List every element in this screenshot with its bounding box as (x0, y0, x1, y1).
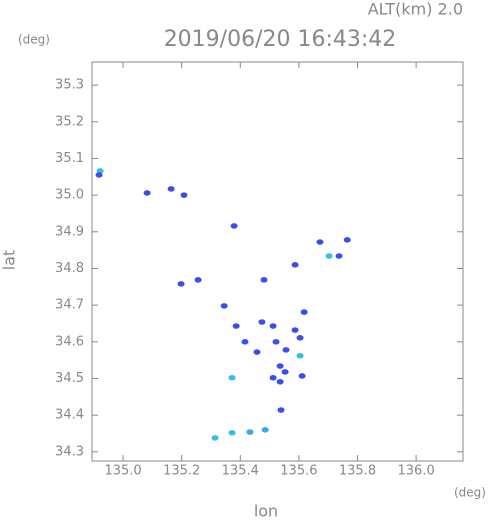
echo-cell (180, 192, 188, 198)
echo-cell (258, 319, 266, 325)
y-tick-label: 35.0 (55, 188, 84, 203)
echo-cell (276, 378, 284, 385)
echo-cell (272, 339, 280, 345)
echo-cell (296, 352, 304, 359)
y-tick-label: 34.9 (55, 224, 84, 239)
echo-cell (276, 363, 284, 369)
y-tick-label: 34.6 (55, 334, 84, 349)
plot-frame (91, 61, 464, 462)
echo-cell (211, 435, 219, 441)
echo-cell (282, 347, 290, 353)
echo-cell (269, 323, 277, 329)
y-tick-label: 35.2 (55, 114, 84, 129)
echo-cell (343, 237, 351, 243)
y-tick-label: 35.1 (55, 151, 84, 166)
echo-cell (291, 262, 299, 268)
echo-cell (232, 323, 240, 329)
x-tick-label: 136.0 (398, 464, 435, 479)
echo-cell (325, 253, 333, 259)
y-tick-label: 34.3 (55, 444, 84, 459)
echo-cell (300, 309, 308, 315)
echo-cell (143, 190, 151, 196)
y-tick-label: 34.7 (55, 298, 84, 313)
y-axis-label: lat (0, 250, 19, 271)
echo-cell (260, 277, 268, 283)
chart-title: 2019/06/20 16:43:42 (164, 27, 397, 52)
echo-cell (194, 277, 202, 283)
echo-cell (298, 373, 306, 379)
echo-cell (228, 429, 236, 436)
echo-cell (335, 253, 343, 259)
echo-cell (167, 186, 175, 192)
echo-cell (291, 327, 299, 333)
echo-cell (177, 281, 185, 287)
x-tick-label: 135.2 (163, 464, 200, 479)
y-tick-label: 34.5 (55, 371, 84, 386)
echo-cell (296, 334, 304, 341)
echo-cell (253, 349, 261, 355)
echo-cell (277, 407, 285, 413)
echo-cell (281, 369, 289, 375)
y-tick-label: 35.3 (55, 78, 84, 93)
x-tick-label: 135.8 (339, 464, 376, 479)
x-axis-label: lon (254, 502, 278, 521)
y-tick-label: 34.8 (55, 261, 84, 276)
echo-cell (228, 374, 236, 381)
x-tick-label: 135.4 (222, 464, 259, 479)
y-unit: (deg) (18, 33, 50, 47)
x-unit: (deg) (454, 486, 486, 500)
echo-cell (230, 223, 238, 229)
x-tick-label: 135.0 (104, 464, 141, 479)
x-tick-label: 135.6 (280, 464, 317, 479)
echo-cell (261, 427, 269, 433)
y-tick-label: 34.4 (55, 408, 84, 423)
echo-cell (220, 303, 228, 309)
echo-cell (269, 374, 277, 381)
echo-cell (246, 429, 254, 435)
echo-cell (241, 339, 249, 345)
echo-cell (316, 239, 324, 245)
echo-cell (95, 172, 103, 178)
altitude-label: ALT(km) 2.0 (368, 0, 463, 19)
